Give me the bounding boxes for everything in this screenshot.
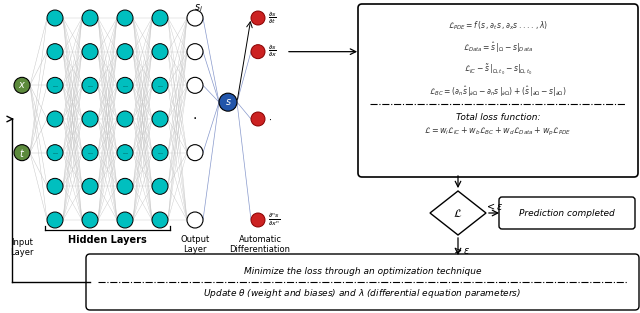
Circle shape — [14, 145, 30, 161]
Circle shape — [47, 10, 63, 26]
Text: $\mathcal{L}_{Data} = \hat{s}\,|_\Omega - s|_{Data}$: $\mathcal{L}_{Data} = \hat{s}\,|_\Omega … — [463, 41, 533, 55]
Polygon shape — [430, 191, 486, 235]
Circle shape — [47, 145, 63, 161]
Circle shape — [117, 10, 133, 26]
Circle shape — [152, 111, 168, 127]
FancyBboxPatch shape — [358, 4, 638, 177]
Text: $x$: $x$ — [18, 80, 26, 90]
Text: Update $\theta$ (weight and biases) and $\lambda$ (differential equation paramet: Update $\theta$ (weight and biases) and … — [204, 288, 522, 300]
Circle shape — [251, 213, 265, 227]
Circle shape — [117, 111, 133, 127]
Circle shape — [152, 44, 168, 60]
Circle shape — [82, 77, 98, 93]
Text: $\frac{\partial s}{\partial x}$: $\frac{\partial s}{\partial x}$ — [268, 44, 277, 59]
Circle shape — [117, 77, 133, 93]
Circle shape — [187, 10, 203, 26]
Text: $> \varepsilon$: $> \varepsilon$ — [452, 245, 470, 256]
Text: Input
Layer: Input Layer — [10, 238, 34, 257]
Circle shape — [117, 178, 133, 194]
Circle shape — [47, 77, 63, 93]
Text: Output
Layer: Output Layer — [180, 235, 210, 254]
Text: $\mathcal{L} = w_i\mathcal{L}_{IC} + w_b\mathcal{L}_{BC} + w_d\mathcal{L}_{Data}: $\mathcal{L} = w_i\mathcal{L}_{IC} + w_b… — [424, 126, 572, 138]
Circle shape — [47, 212, 63, 228]
Circle shape — [82, 44, 98, 60]
Circle shape — [117, 145, 133, 161]
Text: $\mathcal{L}$: $\mathcal{L}$ — [453, 207, 463, 219]
Text: ...: ... — [122, 150, 128, 155]
FancyBboxPatch shape — [499, 197, 635, 229]
Circle shape — [187, 212, 203, 228]
Circle shape — [152, 145, 168, 161]
Circle shape — [187, 77, 203, 93]
Text: Total loss function:: Total loss function: — [456, 112, 540, 121]
Text: Hidden Layers: Hidden Layers — [68, 235, 147, 245]
Text: ...: ... — [87, 83, 93, 88]
Circle shape — [187, 145, 203, 161]
Circle shape — [14, 77, 30, 93]
Circle shape — [219, 93, 237, 111]
Circle shape — [117, 44, 133, 60]
Text: ...: ... — [157, 150, 163, 155]
Circle shape — [47, 44, 63, 60]
Text: $t$: $t$ — [19, 147, 25, 159]
Circle shape — [82, 10, 98, 26]
Text: $\mathcal{L}_{IC} - \tilde{s}\,|_{\Omega,t_0} - s|_{\Omega,t_0}$: $\mathcal{L}_{IC} - \tilde{s}\,|_{\Omega… — [463, 63, 532, 77]
Circle shape — [117, 212, 133, 228]
Text: Prediction completed: Prediction completed — [519, 208, 615, 218]
Text: $< \varepsilon$: $< \varepsilon$ — [484, 201, 504, 212]
Circle shape — [187, 44, 203, 60]
Text: ...: ... — [122, 83, 128, 88]
Text: $s_i$: $s_i$ — [193, 2, 202, 14]
Circle shape — [251, 112, 265, 126]
Circle shape — [152, 212, 168, 228]
Text: ...: ... — [52, 150, 58, 155]
Text: ...: ... — [157, 83, 163, 88]
Text: $\frac{\partial^n s}{\partial x^n}$: $\frac{\partial^n s}{\partial x^n}$ — [268, 212, 280, 228]
Circle shape — [82, 111, 98, 127]
Text: ...: ... — [87, 150, 93, 155]
Text: $\mathcal{L}_{BC} = (\partial_n\hat{s}\,|_{\partial\Omega} - \partial_n s\,|_{\p: $\mathcal{L}_{BC} = (\partial_n\hat{s}\,… — [429, 85, 567, 99]
Circle shape — [47, 178, 63, 194]
Circle shape — [152, 10, 168, 26]
Circle shape — [152, 77, 168, 93]
Circle shape — [152, 178, 168, 194]
Text: ...: ... — [52, 83, 58, 88]
Text: $\mathcal{L}_{PDE} = f\,(s\,,\partial_t s\,,\partial_x s\;....\,,\lambda)$: $\mathcal{L}_{PDE} = f\,(s\,,\partial_t … — [448, 20, 548, 32]
Text: Minimize the loss through an optimization technique: Minimize the loss through an optimizatio… — [244, 267, 481, 276]
Text: Automatic
Differentiation: Automatic Differentiation — [230, 235, 291, 254]
Text: ·: · — [193, 112, 197, 126]
Circle shape — [47, 111, 63, 127]
Circle shape — [251, 11, 265, 25]
Circle shape — [251, 45, 265, 59]
Circle shape — [82, 212, 98, 228]
Text: $s$: $s$ — [225, 97, 232, 107]
Circle shape — [82, 178, 98, 194]
Text: $\cdot$: $\cdot$ — [268, 115, 272, 124]
Text: $\frac{\partial s}{\partial t}$: $\frac{\partial s}{\partial t}$ — [268, 10, 276, 26]
Circle shape — [82, 145, 98, 161]
FancyBboxPatch shape — [86, 254, 639, 310]
